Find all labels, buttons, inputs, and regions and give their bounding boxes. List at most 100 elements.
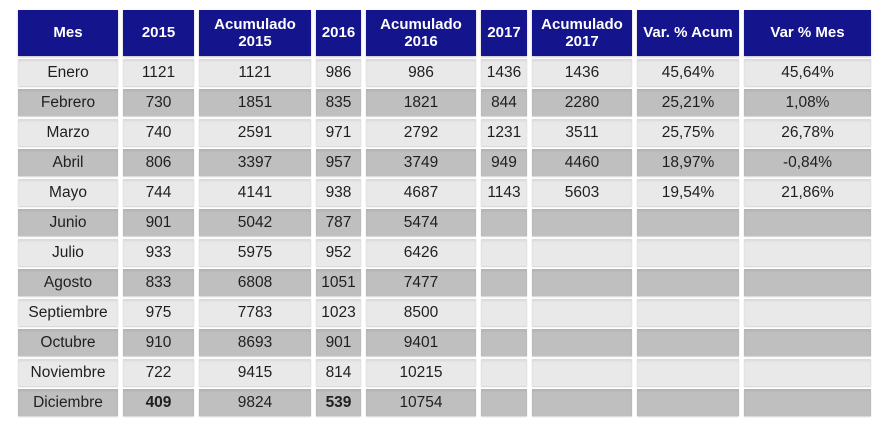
table-cell-acum2017 bbox=[532, 389, 632, 416]
table-cell-y2017 bbox=[481, 269, 527, 296]
table-cell-varacum bbox=[637, 359, 739, 386]
month-label: Noviembre bbox=[18, 359, 118, 386]
table-cell-acum2017 bbox=[532, 359, 632, 386]
table-cell-y2016: 938 bbox=[316, 179, 361, 206]
table-cell-varmes: -0,84% bbox=[744, 149, 871, 176]
column-header-acum2017: Acumulado 2017 bbox=[532, 10, 632, 56]
table-cell-y2016: 787 bbox=[316, 209, 361, 236]
month-label: Octubre bbox=[18, 329, 118, 356]
table-cell-varacum bbox=[637, 269, 739, 296]
table-cell-acum2016: 6426 bbox=[366, 239, 476, 266]
table-cell-y2017: 949 bbox=[481, 149, 527, 176]
table-cell-acum2017: 4460 bbox=[532, 149, 632, 176]
monthly-data-table-container: Mes 2015 Acumulado 2015 2016 Acumulado 2016 2… bbox=[13, 7, 876, 419]
table-cell-varmes bbox=[744, 239, 871, 266]
table-cell-y2016: 539 bbox=[316, 389, 361, 416]
table-cell-acum2016: 7477 bbox=[366, 269, 476, 296]
table-cell-acum2015: 6808 bbox=[199, 269, 311, 296]
table-cell-varmes: 21,86% bbox=[744, 179, 871, 206]
table-cell-acum2017 bbox=[532, 269, 632, 296]
table-cell-varacum bbox=[637, 239, 739, 266]
column-header-y2015: 2015 bbox=[123, 10, 194, 56]
table-cell-varmes: 1,08% bbox=[744, 89, 871, 116]
table-cell-varacum: 45,64% bbox=[637, 59, 739, 86]
table-cell-y2015: 806 bbox=[123, 149, 194, 176]
table-cell-y2017 bbox=[481, 329, 527, 356]
table-row-junio: Junio 901 5042 787 5474 bbox=[18, 209, 871, 236]
column-header-acum2015: Acumulado 2015 bbox=[199, 10, 311, 56]
table-row-febrero: Febrero 730 1851 835 1821 844 2280 25,21% 1,08% bbox=[18, 89, 871, 116]
table-cell-y2017: 1231 bbox=[481, 119, 527, 146]
table-cell-acum2016: 5474 bbox=[366, 209, 476, 236]
month-label: Diciembre bbox=[18, 389, 118, 416]
table-row-septiembre: Septiembre 975 7783 1023 8500 bbox=[18, 299, 871, 326]
table-cell-varmes bbox=[744, 269, 871, 296]
table-cell-varmes bbox=[744, 389, 871, 416]
table-row-mayo: Mayo 744 4141 938 4687 1143 5603 19,54% 21,86% bbox=[18, 179, 871, 206]
table-cell-y2015: 910 bbox=[123, 329, 194, 356]
table-body: Enero 1121 1121 986 986 1436 1436 45,64% 45,64% F… bbox=[18, 59, 871, 416]
month-label: Febrero bbox=[18, 89, 118, 116]
table-cell-y2016: 835 bbox=[316, 89, 361, 116]
table-cell-y2016: 901 bbox=[316, 329, 361, 356]
table-cell-acum2017 bbox=[532, 329, 632, 356]
table-cell-y2017: 1436 bbox=[481, 59, 527, 86]
table-cell-acum2017 bbox=[532, 239, 632, 266]
table-cell-varacum bbox=[637, 329, 739, 356]
table-cell-acum2017: 1436 bbox=[532, 59, 632, 86]
table-cell-acum2016: 4687 bbox=[366, 179, 476, 206]
table-cell-acum2015: 5042 bbox=[199, 209, 311, 236]
column-header-y2017: 2017 bbox=[481, 10, 527, 56]
table-cell-acum2015: 1121 bbox=[199, 59, 311, 86]
table-cell-acum2016: 10754 bbox=[366, 389, 476, 416]
table-cell-varacum bbox=[637, 209, 739, 236]
table-cell-y2015: 722 bbox=[123, 359, 194, 386]
month-label: Junio bbox=[18, 209, 118, 236]
table-cell-acum2015: 1851 bbox=[199, 89, 311, 116]
table-cell-varmes bbox=[744, 299, 871, 326]
table-cell-acum2017: 3511 bbox=[532, 119, 632, 146]
table-cell-varacum bbox=[637, 299, 739, 326]
table-cell-acum2016: 9401 bbox=[366, 329, 476, 356]
table-cell-varmes bbox=[744, 209, 871, 236]
table-cell-acum2016: 8500 bbox=[366, 299, 476, 326]
month-label: Mayo bbox=[18, 179, 118, 206]
column-header-varmes: Var % Mes bbox=[744, 10, 871, 56]
table-cell-varacum: 25,75% bbox=[637, 119, 739, 146]
table-cell-acum2015: 7783 bbox=[199, 299, 311, 326]
table-cell-y2016: 971 bbox=[316, 119, 361, 146]
table-header: Mes 2015 Acumulado 2015 2016 Acumulado 2016 2… bbox=[18, 10, 871, 56]
table-cell-y2017 bbox=[481, 359, 527, 386]
table-cell-acum2015: 2591 bbox=[199, 119, 311, 146]
table-cell-acum2017: 2280 bbox=[532, 89, 632, 116]
table-cell-y2016: 1023 bbox=[316, 299, 361, 326]
month-label: Julio bbox=[18, 239, 118, 266]
table-cell-y2016: 1051 bbox=[316, 269, 361, 296]
table-cell-y2017: 844 bbox=[481, 89, 527, 116]
table-cell-acum2015: 3397 bbox=[199, 149, 311, 176]
table-cell-acum2016: 10215 bbox=[366, 359, 476, 386]
table-row-abril: Abril 806 3397 957 3749 949 4460 18,97% -0,84% bbox=[18, 149, 871, 176]
table-row-julio: Julio 933 5975 952 6426 bbox=[18, 239, 871, 266]
table-cell-y2016: 986 bbox=[316, 59, 361, 86]
table-cell-y2017: 1143 bbox=[481, 179, 527, 206]
table-row-diciembre: Diciembre 409 9824 539 10754 bbox=[18, 389, 871, 416]
table-cell-acum2015: 9824 bbox=[199, 389, 311, 416]
table-cell-varmes bbox=[744, 359, 871, 386]
table-cell-acum2017 bbox=[532, 209, 632, 236]
table-row-marzo: Marzo 740 2591 971 2792 1231 3511 25,75% 26,78% bbox=[18, 119, 871, 146]
table-cell-acum2015: 8693 bbox=[199, 329, 311, 356]
table-row-agosto: Agosto 833 6808 1051 7477 bbox=[18, 269, 871, 296]
month-label: Agosto bbox=[18, 269, 118, 296]
month-label: Septiembre bbox=[18, 299, 118, 326]
table-cell-y2015: 409 bbox=[123, 389, 194, 416]
monthly-data-table: Mes 2015 Acumulado 2015 2016 Acumulado 2016 2… bbox=[13, 7, 876, 419]
table-cell-y2017 bbox=[481, 209, 527, 236]
month-label: Abril bbox=[18, 149, 118, 176]
table-cell-y2017 bbox=[481, 239, 527, 266]
table-cell-varmes: 26,78% bbox=[744, 119, 871, 146]
table-row-octubre: Octubre 910 8693 901 9401 bbox=[18, 329, 871, 356]
table-cell-acum2015: 5975 bbox=[199, 239, 311, 266]
table-cell-varacum: 19,54% bbox=[637, 179, 739, 206]
table-cell-acum2016: 1821 bbox=[366, 89, 476, 116]
